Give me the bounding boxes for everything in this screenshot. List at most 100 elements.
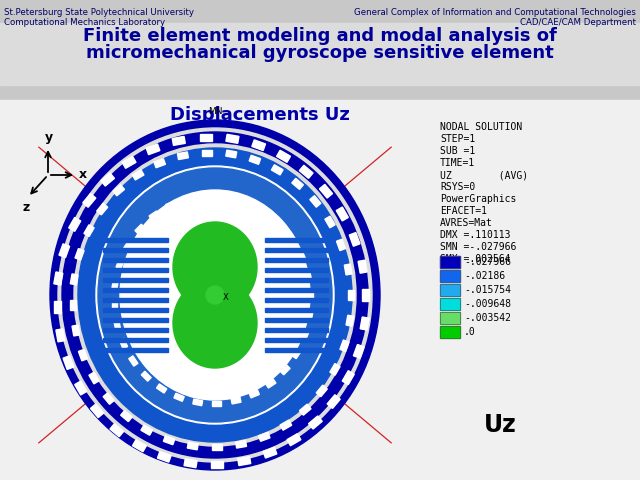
Bar bbox=[103, 268, 168, 272]
Ellipse shape bbox=[58, 128, 372, 462]
Bar bbox=[103, 258, 168, 262]
Bar bbox=[103, 328, 168, 332]
Bar bbox=[349, 233, 360, 246]
Bar bbox=[440, 326, 460, 338]
Bar bbox=[265, 278, 328, 282]
Bar bbox=[59, 244, 70, 257]
Bar bbox=[222, 193, 232, 200]
Bar bbox=[114, 319, 120, 329]
Bar bbox=[440, 256, 460, 268]
Bar bbox=[325, 216, 335, 228]
Text: Uz: Uz bbox=[484, 413, 516, 437]
Bar bbox=[0, 100, 640, 480]
Bar bbox=[360, 317, 369, 330]
Bar bbox=[163, 436, 175, 445]
Bar bbox=[440, 270, 460, 282]
Bar bbox=[146, 144, 160, 155]
Bar bbox=[440, 270, 460, 282]
Text: SUB =1: SUB =1 bbox=[440, 146, 476, 156]
Bar bbox=[340, 340, 349, 351]
Text: EFACET=1: EFACET=1 bbox=[440, 206, 487, 216]
Bar bbox=[287, 233, 296, 243]
Bar bbox=[327, 395, 340, 408]
Bar bbox=[103, 248, 168, 252]
Text: -.009648: -.009648 bbox=[464, 299, 511, 309]
Bar bbox=[120, 338, 127, 348]
Text: .0: .0 bbox=[464, 327, 476, 337]
Bar bbox=[274, 218, 284, 228]
Bar bbox=[184, 195, 194, 202]
Bar bbox=[265, 288, 328, 292]
Bar bbox=[298, 251, 305, 261]
Bar bbox=[157, 452, 171, 462]
Bar bbox=[211, 461, 223, 468]
Text: St.Petersburg State Polytechnical University: St.Petersburg State Polytechnical Univer… bbox=[4, 8, 194, 17]
Text: UZ        (AVG): UZ (AVG) bbox=[440, 170, 528, 180]
Text: x: x bbox=[79, 168, 87, 181]
Bar bbox=[103, 308, 168, 312]
Bar bbox=[129, 356, 138, 366]
Bar bbox=[265, 248, 328, 252]
Ellipse shape bbox=[120, 190, 310, 400]
Ellipse shape bbox=[74, 144, 356, 446]
Bar bbox=[231, 397, 241, 404]
Bar bbox=[276, 150, 291, 162]
Bar bbox=[265, 308, 328, 312]
Ellipse shape bbox=[50, 120, 380, 470]
Ellipse shape bbox=[98, 168, 332, 422]
Bar bbox=[440, 256, 460, 268]
Bar bbox=[348, 290, 354, 300]
Bar bbox=[68, 217, 81, 231]
Bar bbox=[330, 363, 340, 375]
Bar bbox=[103, 298, 168, 302]
Bar bbox=[316, 385, 327, 396]
Text: -.02186: -.02186 bbox=[464, 271, 505, 281]
Bar bbox=[440, 312, 460, 324]
Bar bbox=[440, 284, 460, 296]
Bar bbox=[265, 338, 328, 342]
Bar bbox=[310, 196, 321, 207]
Ellipse shape bbox=[78, 148, 352, 442]
Text: CAD/CAE/CAM Department: CAD/CAE/CAM Department bbox=[520, 18, 636, 27]
Bar bbox=[89, 372, 99, 384]
Bar bbox=[440, 298, 460, 310]
Bar bbox=[124, 240, 133, 251]
Bar bbox=[79, 349, 88, 361]
Bar bbox=[141, 371, 151, 381]
Bar bbox=[237, 456, 251, 466]
Bar bbox=[0, 0, 640, 100]
Bar bbox=[358, 260, 367, 273]
Ellipse shape bbox=[173, 278, 257, 368]
Text: Computational Mechanics Laboratory: Computational Mechanics Laboratory bbox=[4, 18, 165, 27]
Bar bbox=[308, 290, 313, 300]
Bar bbox=[212, 444, 222, 450]
Text: General Complex of Information and Computational Technologies: General Complex of Information and Compu… bbox=[354, 8, 636, 17]
Bar bbox=[75, 249, 84, 260]
Bar bbox=[202, 150, 212, 156]
Bar bbox=[305, 270, 311, 280]
Bar bbox=[103, 338, 168, 342]
Bar bbox=[265, 238, 328, 242]
Bar bbox=[263, 447, 277, 458]
Bar bbox=[193, 399, 203, 406]
Bar bbox=[103, 288, 168, 292]
Text: TIME=1: TIME=1 bbox=[440, 158, 476, 168]
Bar bbox=[188, 442, 198, 450]
Text: Finite element modeling and modal analysis of: Finite element modeling and modal analys… bbox=[83, 27, 557, 45]
Bar bbox=[353, 345, 364, 358]
Bar bbox=[440, 298, 460, 310]
Text: NODAL SOLUTION: NODAL SOLUTION bbox=[440, 122, 522, 132]
Bar bbox=[113, 185, 125, 196]
Bar bbox=[265, 348, 328, 352]
Bar bbox=[362, 289, 369, 301]
Bar bbox=[72, 325, 79, 336]
Bar bbox=[252, 140, 266, 151]
Bar bbox=[337, 239, 346, 251]
Text: DMX =.110113: DMX =.110113 bbox=[440, 230, 511, 240]
Bar bbox=[226, 134, 239, 144]
Bar bbox=[236, 441, 246, 448]
Bar bbox=[0, 23, 640, 85]
Bar bbox=[75, 381, 87, 395]
Bar bbox=[157, 384, 167, 393]
Bar bbox=[200, 134, 211, 141]
